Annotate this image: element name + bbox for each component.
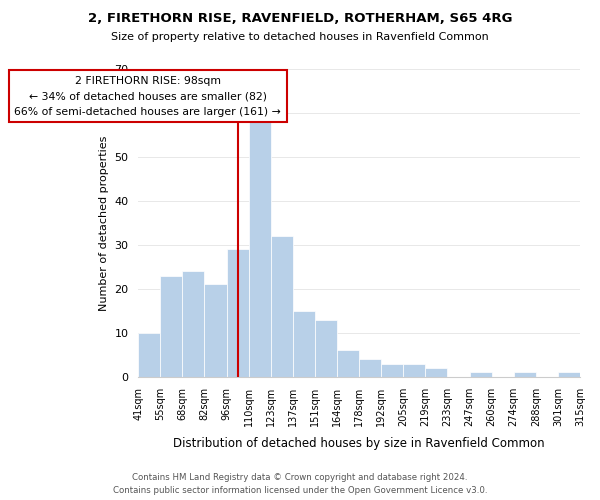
X-axis label: Distribution of detached houses by size in Ravenfield Common: Distribution of detached houses by size … bbox=[173, 437, 545, 450]
Text: Contains HM Land Registry data © Crown copyright and database right 2024.
Contai: Contains HM Land Registry data © Crown c… bbox=[113, 474, 487, 495]
Bar bbox=[205, 284, 227, 377]
Bar bbox=[293, 311, 315, 377]
Y-axis label: Number of detached properties: Number of detached properties bbox=[99, 135, 109, 310]
Bar bbox=[381, 364, 403, 377]
Bar bbox=[138, 333, 160, 377]
Bar bbox=[425, 368, 448, 377]
Bar bbox=[315, 320, 337, 377]
Text: Size of property relative to detached houses in Ravenfield Common: Size of property relative to detached ho… bbox=[111, 32, 489, 42]
Bar bbox=[227, 250, 248, 377]
Bar bbox=[470, 372, 491, 377]
Bar bbox=[558, 372, 580, 377]
Text: 2 FIRETHORN RISE: 98sqm
← 34% of detached houses are smaller (82)
66% of semi-de: 2 FIRETHORN RISE: 98sqm ← 34% of detache… bbox=[14, 76, 281, 117]
Bar bbox=[403, 364, 425, 377]
Bar bbox=[182, 272, 205, 377]
Bar bbox=[271, 236, 293, 377]
Bar bbox=[248, 122, 271, 377]
Bar bbox=[514, 372, 536, 377]
Text: 2, FIRETHORN RISE, RAVENFIELD, ROTHERHAM, S65 4RG: 2, FIRETHORN RISE, RAVENFIELD, ROTHERHAM… bbox=[88, 12, 512, 26]
Bar bbox=[337, 350, 359, 377]
Bar bbox=[359, 359, 381, 377]
Bar bbox=[160, 276, 182, 377]
